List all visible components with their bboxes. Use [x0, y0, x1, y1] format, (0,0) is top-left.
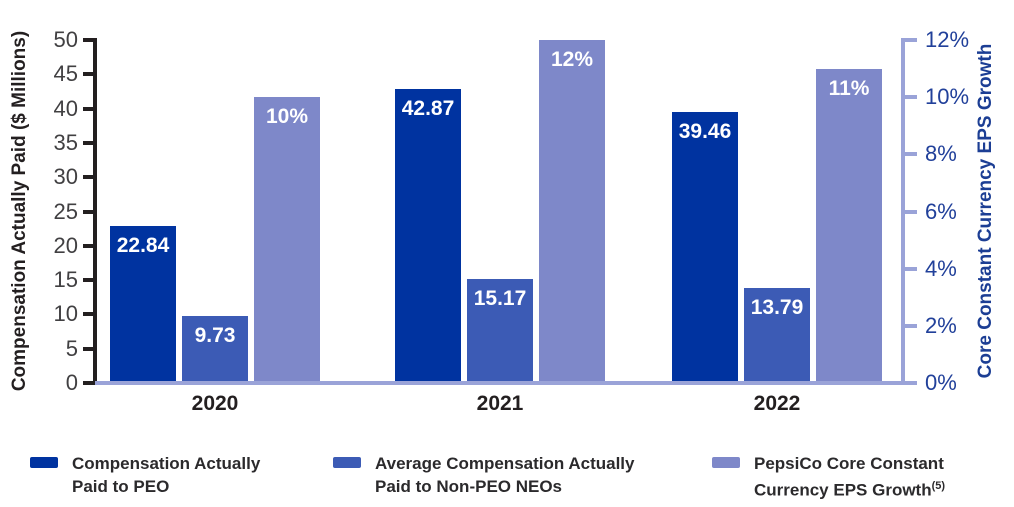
bar-value-label: 22.84 — [116, 234, 170, 258]
bar-value-label: 9.73 — [194, 324, 236, 348]
category-label-2020: 2020 — [191, 392, 239, 415]
left-axis-tick — [83, 106, 95, 111]
right-axis-tick — [905, 152, 917, 157]
left-axis-tick-label: 40 — [53, 95, 78, 121]
category-label-2021: 2021 — [476, 392, 524, 415]
legend-item-eps-growth: PepsiCo Core Constant Currency EPS Growt… — [712, 452, 945, 502]
right-axis-tick — [905, 95, 917, 100]
category-label-2022: 2022 — [753, 392, 801, 415]
bar-value-label: 13.79 — [750, 296, 804, 320]
legend-swatch-non-peo-neos — [333, 457, 361, 468]
left-axis-tick-label: 5 — [65, 335, 78, 361]
left-axis-tick-label: 45 — [53, 61, 78, 87]
left-axis-tick-label: 50 — [53, 27, 78, 52]
left-axis-tick — [83, 175, 95, 180]
legend-label-line: Average Compensation Actually — [375, 454, 635, 473]
bar-2021-series-0: 42.87 — [395, 88, 461, 383]
bar-2022-series-0: 39.46 — [672, 112, 738, 383]
bar-value-label: 11% — [828, 76, 870, 100]
left-axis-tick-label: 15 — [53, 267, 78, 293]
left-axis-tick-label: 30 — [53, 164, 78, 190]
right-axis-tick-label: 8% — [925, 141, 957, 167]
bar-value-label: 39.46 — [678, 120, 732, 144]
legend-swatch-eps-growth — [712, 457, 740, 468]
bar-value-label: 12% — [550, 48, 594, 71]
legend-label-line: Currency EPS Growth — [754, 480, 932, 500]
right-axis-tick — [905, 38, 917, 42]
left-axis-tick — [83, 140, 95, 145]
right-axis-tick — [905, 209, 917, 214]
left-axis-tick — [83, 346, 95, 351]
left-axis-tick — [83, 278, 95, 283]
left-axis-tick-label: 25 — [53, 198, 78, 224]
legend-label-line: Compensation Actually — [72, 454, 261, 473]
bar-2020-series-0: 22.84 — [110, 226, 176, 383]
left-axis-tick-label: 35 — [53, 129, 78, 155]
bar-2020-series-2: 10% — [254, 97, 320, 383]
right-axis-tick-label: 0% — [925, 370, 957, 395]
bar-2022-series-1: 13.79 — [744, 288, 810, 383]
legend-item-non-peo-neos: Average Compensation Actually Paid to No… — [333, 452, 634, 498]
right-axis-tick — [905, 323, 917, 328]
right-axis-tick — [905, 266, 917, 271]
left-axis-tick — [83, 312, 95, 317]
right-axis-tick-label: 10% — [925, 84, 970, 110]
left-axis-tick-label: 20 — [53, 232, 78, 258]
left-axis-tick — [83, 72, 95, 77]
left-axis-tick — [83, 209, 95, 214]
right-axis-tick-label: 6% — [925, 198, 957, 224]
legend-label-peo: Compensation Actually Paid to PEO — [72, 452, 260, 498]
bar-value-label: 10% — [265, 105, 309, 129]
legend-label-line: PepsiCo Core Constant — [754, 454, 944, 473]
left-axis-tick — [83, 243, 95, 248]
bar-value-label: 15.17 — [473, 286, 527, 310]
legend-label-eps-growth: PepsiCo Core Constant Currency EPS Growt… — [754, 452, 945, 502]
right-axis-tick-label: 2% — [925, 312, 957, 338]
legend-label-line: Paid to Non-PEO NEOs — [375, 477, 563, 496]
legend-label-non-peo-neos: Average Compensation Actually Paid to No… — [375, 452, 634, 498]
legend-item-peo: Compensation Actually Paid to PEO — [30, 452, 260, 498]
bar-value-label: 42.87 — [401, 96, 455, 120]
bar-2021-series-2: 12% — [539, 40, 605, 383]
legend-label-line: Paid to PEO — [72, 477, 170, 496]
left-axis-tick — [83, 381, 95, 385]
bar-2022-series-2: 11% — [816, 68, 882, 383]
x-axis-baseline — [95, 381, 905, 385]
left-axis-tick-label: 0 — [65, 370, 78, 395]
right-axis-line — [901, 38, 905, 385]
right-axis-tick — [905, 381, 917, 385]
left-axis-tick — [83, 38, 95, 42]
legend-swatch-peo — [30, 457, 58, 468]
legend-footnote-marker: (5) — [931, 480, 946, 492]
left-axis-tick-label: 10 — [53, 301, 78, 327]
bar-2021-series-1: 15.17 — [467, 278, 533, 383]
right-axis-tick-label: 12% — [925, 27, 970, 52]
left-axis-line — [93, 38, 97, 385]
bar-2020-series-1: 9.73 — [182, 316, 248, 383]
right-axis-tick-label: 4% — [925, 255, 957, 281]
